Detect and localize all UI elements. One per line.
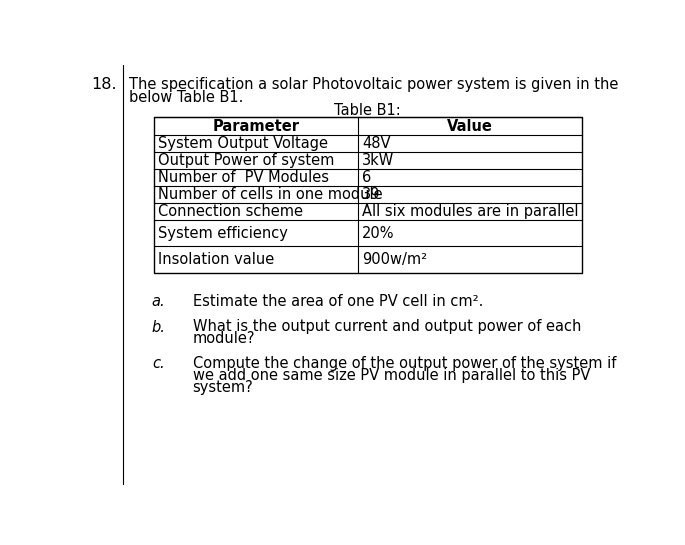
Text: Connection scheme: Connection scheme: [158, 204, 303, 219]
Text: c.: c.: [153, 356, 166, 372]
Text: Estimate the area of one PV cell in cm².: Estimate the area of one PV cell in cm².: [192, 294, 483, 309]
Text: module?: module?: [192, 331, 255, 346]
Text: Table B1:: Table B1:: [334, 103, 401, 118]
Bar: [154, 117, 582, 272]
Text: a.: a.: [152, 294, 166, 309]
Text: 20%: 20%: [362, 226, 395, 241]
Text: What is the output current and output power of each: What is the output current and output po…: [192, 319, 581, 335]
Text: we add one same size PV module in parallel to this PV: we add one same size PV module in parall…: [192, 368, 590, 383]
Text: System efficiency: System efficiency: [158, 226, 288, 241]
Text: 18.: 18.: [91, 77, 117, 92]
Text: 48V: 48V: [362, 136, 390, 152]
Text: system?: system?: [192, 379, 253, 395]
Text: Insolation value: Insolation value: [158, 252, 274, 267]
Text: All six modules are in parallel: All six modules are in parallel: [362, 204, 579, 219]
Text: Output Power of system: Output Power of system: [158, 153, 334, 168]
Text: 3kW: 3kW: [362, 153, 395, 168]
Text: below Table B1.: below Table B1.: [129, 90, 243, 105]
Text: Value: Value: [447, 119, 493, 134]
Text: Number of cells in one module: Number of cells in one module: [158, 187, 382, 202]
Text: Parameter: Parameter: [212, 119, 299, 134]
Text: The specification a solar Photovoltaic power system is given in the: The specification a solar Photovoltaic p…: [129, 77, 619, 92]
Text: Compute the change of the output power of the system if: Compute the change of the output power o…: [192, 356, 616, 372]
Text: System Output Voltage: System Output Voltage: [158, 136, 327, 152]
Text: 39: 39: [362, 187, 381, 202]
Text: Number of  PV Modules: Number of PV Modules: [158, 171, 329, 185]
Text: 6: 6: [362, 171, 371, 185]
Text: b.: b.: [151, 319, 166, 335]
Text: 900w/m²: 900w/m²: [362, 252, 427, 267]
